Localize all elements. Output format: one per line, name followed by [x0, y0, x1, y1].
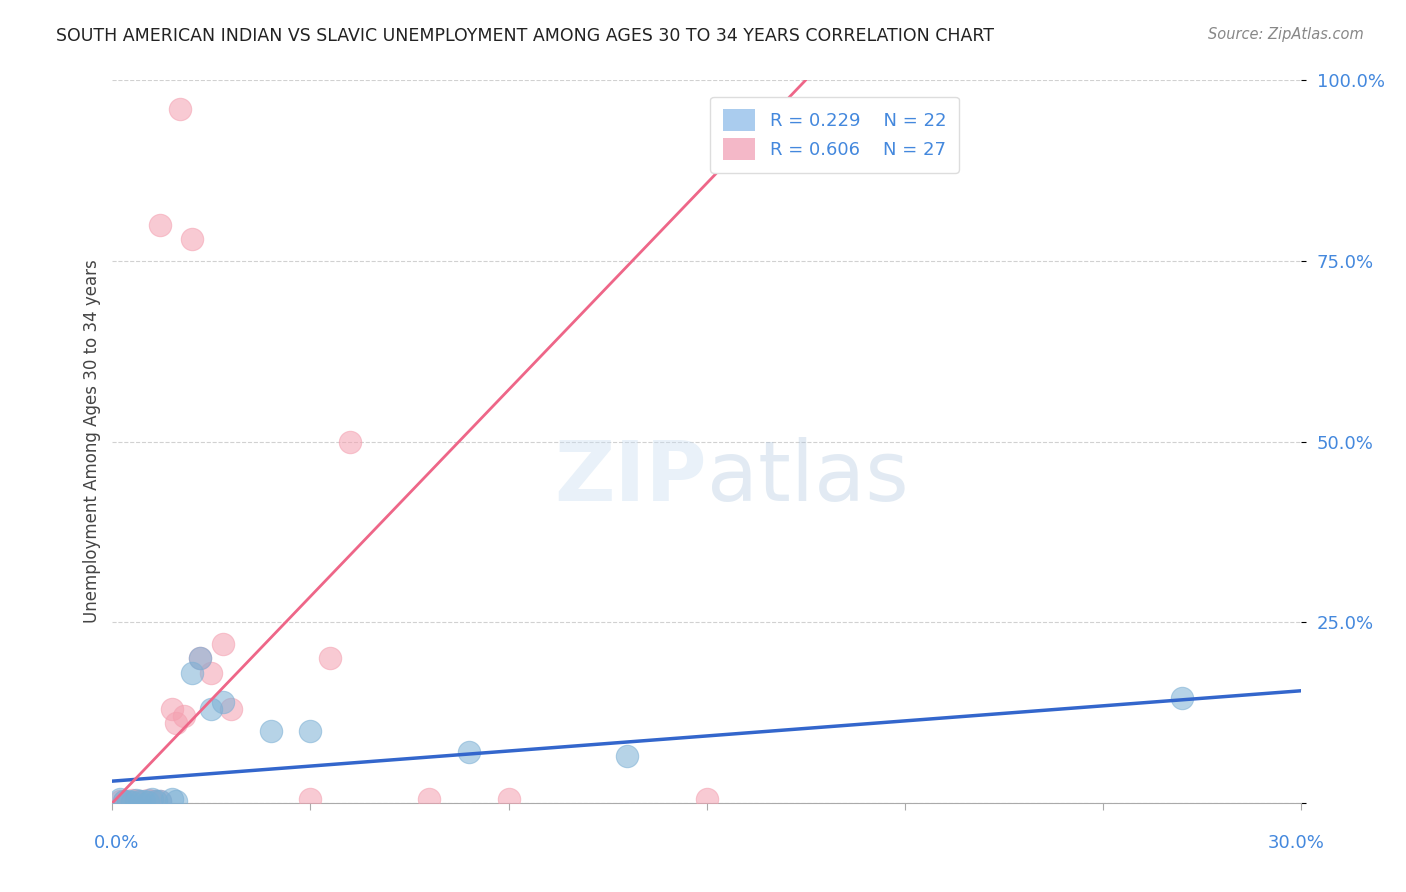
Point	[149, 794, 172, 808]
Point	[160, 792, 183, 806]
Point	[458, 745, 481, 759]
Text: 30.0%: 30.0%	[1268, 834, 1324, 852]
Text: Source: ZipAtlas.com: Source: ZipAtlas.com	[1208, 27, 1364, 42]
Point	[180, 232, 202, 246]
Point	[136, 793, 159, 807]
Point	[180, 665, 202, 680]
Text: atlas: atlas	[707, 437, 908, 518]
Point	[149, 218, 172, 232]
Point	[117, 795, 139, 809]
Text: ZIP: ZIP	[554, 437, 707, 518]
Point	[418, 792, 440, 806]
Point	[125, 794, 148, 808]
Point	[188, 651, 211, 665]
Point	[129, 794, 152, 808]
Point	[165, 716, 187, 731]
Point	[112, 794, 135, 808]
Point	[616, 748, 638, 763]
Point	[498, 792, 520, 806]
Point	[149, 794, 172, 808]
Point	[188, 651, 211, 665]
Point	[200, 665, 222, 680]
Point	[299, 723, 322, 738]
Point	[110, 792, 132, 806]
Y-axis label: Unemployment Among Ages 30 to 34 years: Unemployment Among Ages 30 to 34 years	[83, 260, 101, 624]
Point	[169, 102, 191, 116]
Point	[319, 651, 342, 665]
Point	[145, 794, 167, 808]
Point	[141, 794, 163, 808]
Legend: R = 0.229    N = 22, R = 0.606    N = 27: R = 0.229 N = 22, R = 0.606 N = 27	[710, 96, 959, 173]
Point	[134, 795, 156, 809]
Point	[121, 795, 143, 809]
Point	[129, 794, 152, 808]
Point	[299, 792, 322, 806]
Point	[1170, 691, 1192, 706]
Text: SOUTH AMERICAN INDIAN VS SLAVIC UNEMPLOYMENT AMONG AGES 30 TO 34 YEARS CORRELATI: SOUTH AMERICAN INDIAN VS SLAVIC UNEMPLOY…	[56, 27, 994, 45]
Point	[212, 637, 235, 651]
Point	[165, 794, 187, 808]
Point	[145, 794, 167, 808]
Point	[110, 794, 132, 808]
Point	[212, 695, 235, 709]
Point	[125, 793, 148, 807]
Point	[121, 793, 143, 807]
Point	[112, 794, 135, 808]
Point	[696, 792, 718, 806]
Point	[134, 794, 156, 808]
Point	[136, 795, 159, 809]
Point	[173, 709, 195, 723]
Point	[339, 434, 361, 449]
Text: 0.0%: 0.0%	[94, 834, 139, 852]
Point	[141, 792, 163, 806]
Point	[117, 794, 139, 808]
Point	[260, 723, 283, 738]
Point	[219, 702, 242, 716]
Point	[160, 702, 183, 716]
Point	[200, 702, 222, 716]
